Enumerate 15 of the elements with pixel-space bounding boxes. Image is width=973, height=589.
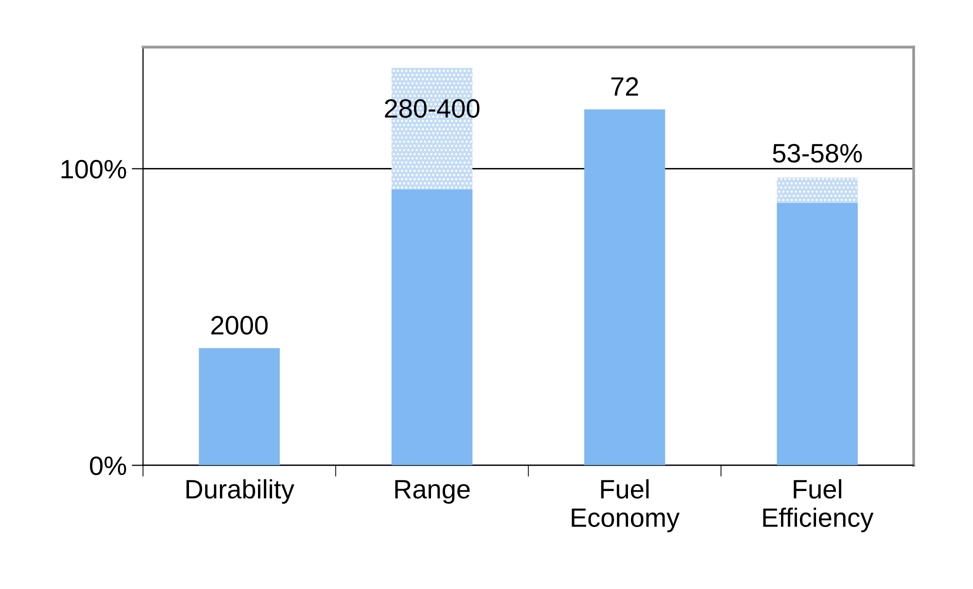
bar — [198, 348, 280, 466]
y-tick-label: 0% — [90, 456, 126, 476]
bar — [584, 109, 666, 466]
bar — [776, 202, 858, 466]
x-tick-label: Range — [395, 480, 470, 504]
annotation: 2000 — [211, 316, 268, 335]
bar — [776, 178, 858, 203]
bar — [392, 189, 472, 466]
annotation: 72 — [611, 77, 638, 96]
y-tick-label: 100% — [62, 160, 126, 179]
x-tick-label: Fuel Efficiency — [763, 479, 874, 532]
x-tick-label: Fuel Economy — [572, 479, 680, 532]
annotation: 53-58% — [772, 144, 862, 163]
annotation: 280-400 — [384, 99, 480, 118]
x-tick-label: Durability — [186, 479, 294, 504]
